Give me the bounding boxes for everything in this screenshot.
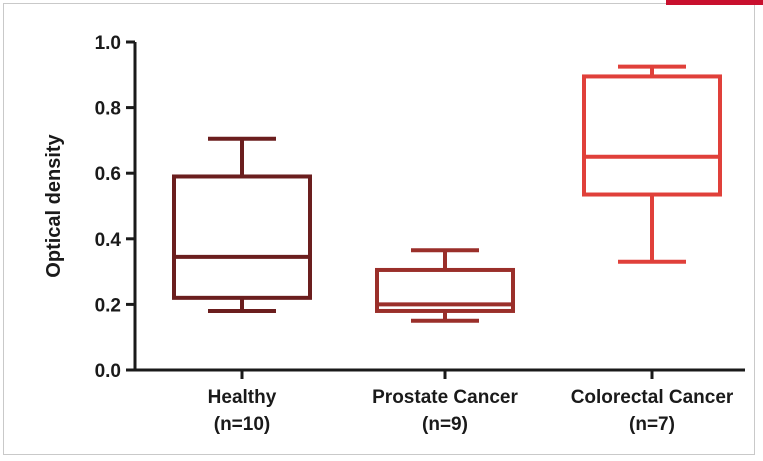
category-n-label: (n=10) [214,414,271,435]
category-label: Healthy [208,387,277,408]
box-prostate-cancer [375,248,515,323]
iqr-box [582,74,722,197]
y-tick-label: 0.4 [95,230,122,251]
category-label: Prostate Cancer [372,387,518,408]
axes [126,40,745,379]
figure-frame [3,3,755,455]
iqr-box [172,174,312,300]
y-tick-label: 0.2 [95,295,121,316]
axis-labels: 0.0 0.2 0.4 0.6 0.8 1.0 Optical density Healthy… [43,33,734,435]
category-label: Colorectal Cancer [571,387,734,408]
y-tick-label: 0.8 [95,99,121,120]
box-healthy [172,136,312,313]
y-tick-label: 1.0 [95,33,121,54]
category-n-label: (n=7) [629,414,675,435]
y-axis-title: Optical density [43,133,65,277]
y-tick-label: 0.0 [95,361,121,382]
box-series [172,64,722,323]
y-tick-label: 0.6 [95,164,121,185]
corner-accent-tab [666,0,763,5]
box-colorectal-cancer [582,64,722,264]
category-n-label: (n=9) [422,414,468,435]
